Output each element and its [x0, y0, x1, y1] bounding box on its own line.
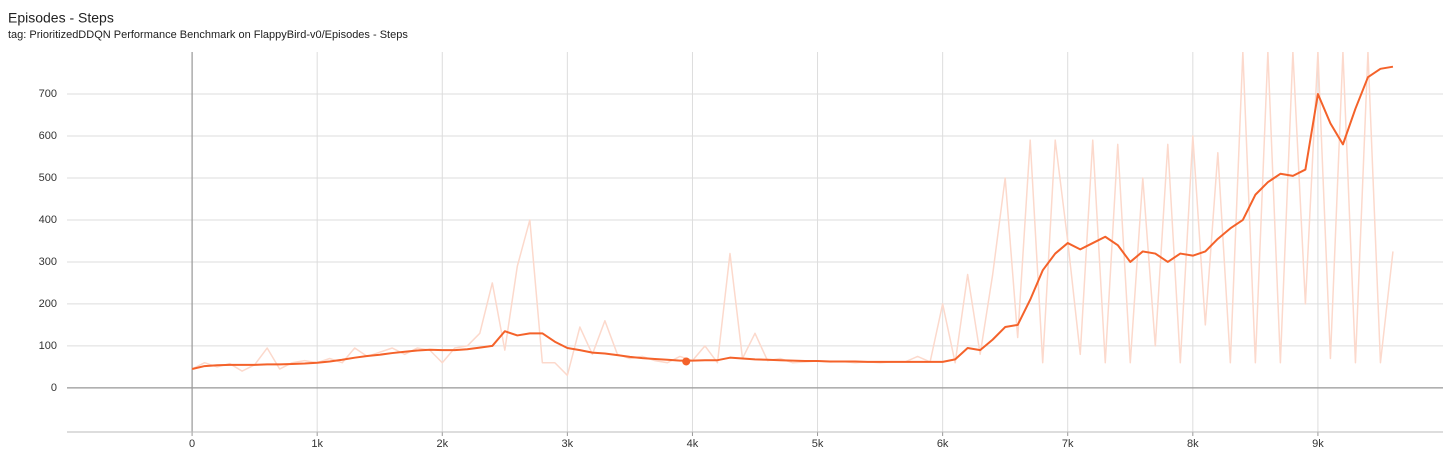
y-tick-label: 200 — [39, 298, 57, 310]
x-tick-label: 9k — [1312, 438, 1324, 450]
y-tick-label: 100 — [39, 340, 57, 352]
y-tick-label: 0 — [51, 382, 57, 394]
y-tick-label: 600 — [39, 130, 57, 142]
x-tick-label: 0 — [189, 438, 195, 450]
y-tick-label: 500 — [39, 172, 57, 184]
series-line — [191, 65, 1394, 370]
series-line — [191, 52, 1394, 377]
x-tick-label: 1k — [311, 438, 323, 450]
chart-title: Episodes - Steps — [8, 10, 114, 26]
x-tick-label: 6k — [937, 438, 949, 450]
chart-subtitle: tag: PrioritizedDDQN Performance Benchma… — [8, 29, 408, 41]
x-tick-label: 8k — [1187, 438, 1199, 450]
x-tick-label: 2k — [436, 438, 448, 450]
highlight-point — [682, 357, 691, 366]
y-tick-label: 300 — [39, 256, 57, 268]
y-tick-label: 400 — [39, 214, 57, 226]
x-tick-label: 5k — [812, 438, 824, 450]
x-tick-label: 7k — [1062, 438, 1074, 450]
y-tick-label: 700 — [39, 88, 57, 100]
x-tick-label: 4k — [687, 438, 699, 450]
x-tick-label: 3k — [562, 438, 574, 450]
